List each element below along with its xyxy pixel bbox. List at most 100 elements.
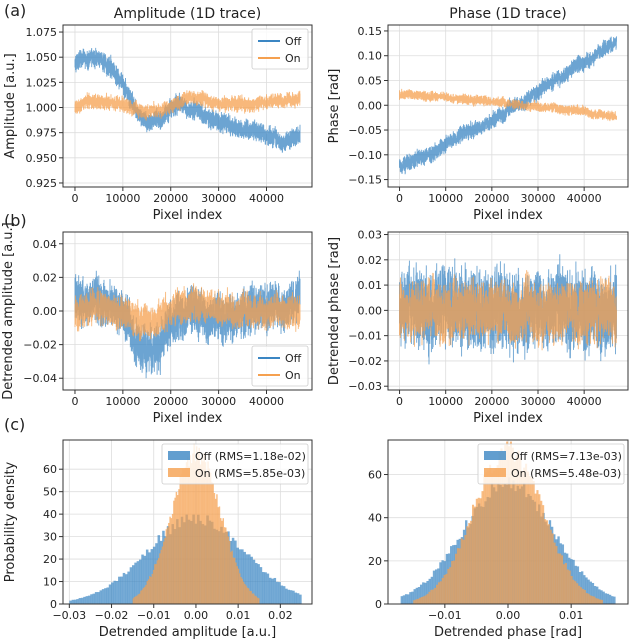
chart-phase1d: 0 10000 20000 30000 40000 −0.15 −0.10 −0.05 0.00… [327, 6, 629, 223]
hist-bar-on [244, 583, 246, 604]
hist-bar-on [247, 588, 250, 604]
hist-bar-off [606, 593, 610, 604]
hist-bar-on [424, 595, 427, 604]
y-tick-label: 0.04 [33, 238, 58, 251]
hist-bar-on [222, 518, 224, 604]
hist-bar-on [178, 489, 180, 604]
x-tick-label: 20000 [474, 395, 509, 408]
hist-bar-off [108, 584, 112, 604]
x-axis-label: Detrended phase [rad] [434, 625, 582, 640]
hist-bar-off [259, 567, 263, 604]
hist-bar-on [432, 589, 435, 604]
hist-bar-on [508, 446, 511, 604]
hist-bar-on [561, 555, 564, 604]
hist-bar-on [545, 520, 548, 604]
hist-bar-on [566, 569, 569, 604]
hist-bar-on [157, 558, 160, 604]
hist-bar-on [187, 456, 189, 604]
hist-bar-on [568, 570, 571, 604]
hist-bar-on [245, 585, 247, 604]
hist-bar-on [166, 527, 169, 604]
hist-bar-on [509, 441, 512, 604]
hist-bar-on [595, 598, 598, 604]
axes-frame [62, 24, 313, 188]
hist-bar-on [176, 495, 179, 604]
hist-bar-on [544, 519, 547, 604]
hist-bar-on [228, 540, 231, 604]
hist-bar-on [155, 563, 157, 604]
y-tick-label: 0.00 [33, 305, 58, 318]
series-on [74, 283, 301, 342]
hist-bar-off [278, 582, 281, 604]
hist-bar-on [479, 498, 482, 604]
y-axis-label: Phase [rad] [327, 69, 342, 144]
y-tick-label: 30 [43, 531, 57, 544]
y-tick-label: 0.950 [26, 152, 58, 165]
hist-bar-on [182, 468, 184, 604]
x-axis-label: Pixel index [473, 411, 543, 426]
x-tick-label: 40000 [567, 192, 602, 205]
hist-bar-on [555, 545, 558, 604]
hist-bar-on [203, 453, 206, 604]
hist-bar-on [137, 594, 140, 604]
hist-bar-off [266, 573, 270, 604]
hist-bar-on [250, 591, 252, 604]
hist-bar-off [106, 587, 109, 604]
x-tick-label: 10000 [428, 395, 463, 408]
hist-bar-off [136, 561, 140, 604]
hist-bar-on [175, 491, 178, 604]
hist-bar-on [540, 500, 543, 604]
hist-bar-on [180, 473, 183, 604]
hist-bar-on [583, 590, 586, 604]
hist-bar-on [553, 542, 556, 604]
series-on [399, 270, 617, 351]
hist-bar-on [168, 522, 170, 604]
hist-bar-on [188, 466, 190, 604]
hist-bar-off [71, 599, 75, 604]
x-tick-label: 0 [396, 192, 403, 205]
legend-label: Off (RMS=7.13e-03) [511, 450, 622, 463]
hist-bar-off [407, 594, 410, 604]
hist-bar-on [236, 566, 238, 604]
hist-bar-on [447, 568, 450, 604]
y-tick-label: −0.01 [348, 330, 382, 343]
hist-bar-off [261, 572, 265, 604]
hist-bar-on [496, 465, 499, 604]
hist-bar-on [252, 593, 255, 604]
hist-bar-on [206, 472, 208, 604]
hist-bar-on [585, 593, 588, 604]
series-off [74, 47, 301, 153]
hist-bar-off [289, 590, 293, 604]
hist-bar-off [409, 592, 412, 604]
hist-bar-on [528, 476, 531, 604]
hist-bar-on [161, 546, 164, 604]
y-tick-label: 40 [368, 512, 382, 525]
hist-bar-off [415, 587, 419, 604]
hist-bar-on [564, 563, 567, 604]
hist-bar-on [477, 497, 480, 604]
hist-bar-off [101, 589, 105, 604]
y-tick-label: 1.075 [26, 26, 58, 39]
hist-bar-on [513, 461, 516, 604]
hist-bar-off [115, 581, 119, 604]
plot-area [399, 36, 617, 175]
hist-bar-off [255, 563, 258, 604]
hist-bar-on [481, 491, 484, 604]
x-tick-label: −0.01 [137, 609, 171, 622]
y-tick-label: 60 [43, 463, 57, 476]
hist-bar-on [212, 483, 214, 604]
hist-bar-off [248, 554, 251, 604]
hist-bar-off [245, 554, 249, 604]
legend-swatch [168, 451, 190, 460]
x-tick-label: 10000 [428, 192, 463, 205]
hist-bar-on [192, 453, 194, 604]
hist-bar-on [165, 529, 168, 604]
hist-bar-on [211, 482, 213, 604]
hist-bar-on [246, 587, 249, 604]
hist-bar-off [252, 559, 256, 604]
hist-bar-on [430, 589, 433, 604]
y-tick-label: 0 [375, 598, 382, 611]
hist-bar-on [519, 458, 522, 604]
x-axis-label: Pixel index [153, 208, 223, 223]
hist-bar-on [418, 597, 422, 604]
